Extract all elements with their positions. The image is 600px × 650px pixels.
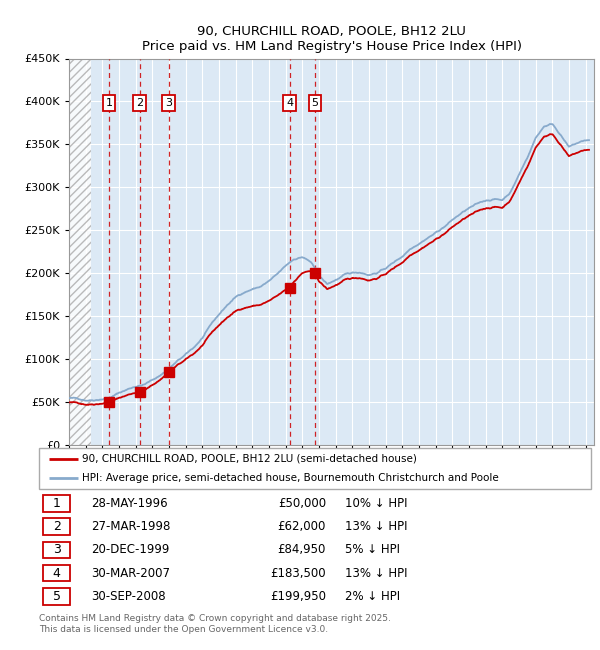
Text: 13% ↓ HPI: 13% ↓ HPI (346, 567, 408, 580)
Text: £183,500: £183,500 (271, 567, 326, 580)
Bar (43, 541, 70, 558)
Text: 1: 1 (53, 497, 61, 510)
Text: 5% ↓ HPI: 5% ↓ HPI (346, 543, 400, 556)
Text: 30-SEP-2008: 30-SEP-2008 (91, 590, 166, 603)
Text: £84,950: £84,950 (278, 543, 326, 556)
Text: 1: 1 (106, 98, 113, 108)
Text: 20-DEC-1999: 20-DEC-1999 (91, 543, 170, 556)
Bar (43, 588, 70, 604)
Text: £50,000: £50,000 (278, 497, 326, 510)
Text: 5: 5 (311, 98, 319, 108)
Text: 4: 4 (53, 567, 61, 580)
Text: HPI: Average price, semi-detached house, Bournemouth Christchurch and Poole: HPI: Average price, semi-detached house,… (82, 473, 499, 483)
Title: 90, CHURCHILL ROAD, POOLE, BH12 2LU
Price paid vs. HM Land Registry's House Pric: 90, CHURCHILL ROAD, POOLE, BH12 2LU Pric… (142, 25, 521, 53)
Text: 3: 3 (53, 543, 61, 556)
Text: Contains HM Land Registry data © Crown copyright and database right 2025.
This d: Contains HM Land Registry data © Crown c… (39, 614, 391, 634)
Text: 2% ↓ HPI: 2% ↓ HPI (346, 590, 400, 603)
Text: 27-MAR-1998: 27-MAR-1998 (91, 520, 171, 533)
Text: 2: 2 (53, 520, 61, 533)
Bar (43, 519, 70, 535)
Text: 2: 2 (136, 98, 143, 108)
Text: 90, CHURCHILL ROAD, POOLE, BH12 2LU (semi-detached house): 90, CHURCHILL ROAD, POOLE, BH12 2LU (sem… (82, 454, 417, 464)
Bar (43, 495, 70, 512)
Text: 28-MAY-1996: 28-MAY-1996 (91, 497, 168, 510)
Bar (43, 565, 70, 581)
Text: 3: 3 (165, 98, 172, 108)
Text: 13% ↓ HPI: 13% ↓ HPI (346, 520, 408, 533)
Text: 5: 5 (53, 590, 61, 603)
Text: 10% ↓ HPI: 10% ↓ HPI (346, 497, 408, 510)
Text: £62,000: £62,000 (278, 520, 326, 533)
Text: 30-MAR-2007: 30-MAR-2007 (91, 567, 170, 580)
Bar (69, 58, 91, 445)
Text: 4: 4 (286, 98, 293, 108)
Text: £199,950: £199,950 (270, 590, 326, 603)
